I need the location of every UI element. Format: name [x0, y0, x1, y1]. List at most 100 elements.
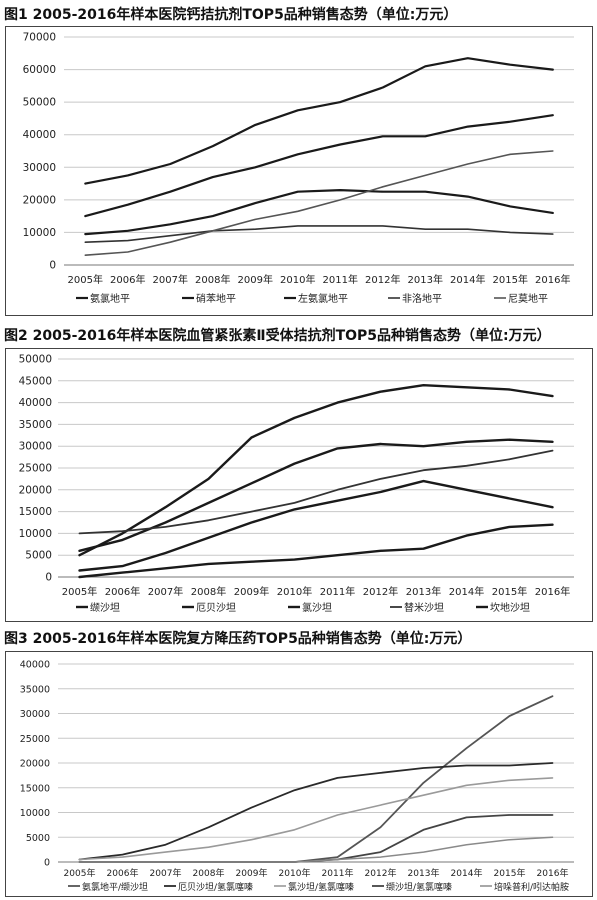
y-tick-label: 40000	[23, 129, 56, 141]
x-tick-label: 2012年	[363, 585, 398, 598]
legend-label: 左氨氯地平	[298, 292, 348, 305]
chart-2-svg: 0 5000 10000 15000 20000 25000 30000 35000 40000…	[19, 354, 574, 614]
legend-label: 非洛地平	[402, 292, 442, 305]
y-tick-label: 25000	[19, 463, 52, 475]
y-tick-label: 0	[45, 572, 52, 584]
x-tick-label: 2014年	[451, 867, 483, 879]
series-line-5	[78, 836, 554, 863]
x-tick-label: 2015年	[493, 273, 528, 286]
x-tick-label: 2016年	[535, 273, 570, 286]
x-tick-label: 2007年	[150, 867, 182, 879]
x-tick-label: 2007年	[148, 585, 183, 598]
y-tick-label: 15000	[20, 783, 50, 794]
y-tick-label: 70000	[23, 32, 56, 44]
legend-label: 尼莫地平	[508, 292, 548, 305]
x-tick-label: 2005年	[68, 273, 103, 286]
x-tick-label: 2012年	[365, 273, 400, 286]
legend-label: 硝苯地平	[196, 292, 236, 305]
x-tick-label: 2011年	[320, 585, 355, 598]
legend-label: 厄贝沙坦/氢氯噻嗪	[178, 881, 253, 893]
x-tick-label: 2010年	[277, 585, 312, 598]
y-tick-label: 35000	[19, 419, 52, 431]
x-tick-label: 2011年	[323, 273, 358, 286]
y-tick-label: 35000	[20, 684, 50, 695]
x-tick-label: 2013年	[408, 273, 443, 286]
series-line-3	[78, 777, 554, 861]
series-line-1	[78, 384, 554, 557]
y-tick-label: 5000	[26, 833, 50, 844]
x-tick-label: 2006年	[105, 585, 140, 598]
x-tick-label: 2010年	[280, 273, 315, 286]
x-tick-label: 2005年	[64, 867, 96, 879]
chart-1-svg: 0 10000 20000 30000 40000 50000 60000 70000 2005…	[23, 32, 574, 305]
series-line-2	[78, 762, 554, 861]
x-tick-label: 2009年	[234, 585, 269, 598]
legend-label: 氯沙坦	[302, 601, 332, 614]
x-tick-label: 2014年	[449, 585, 484, 598]
y-tick-label: 20000	[19, 484, 52, 496]
y-tick-label: 5000	[25, 550, 52, 562]
series-line-5	[78, 523, 554, 579]
x-tick-label: 2012年	[365, 867, 397, 879]
x-tick-label: 2006年	[110, 273, 145, 286]
x-tick-label: 2016年	[535, 585, 570, 598]
y-tick-label: 30000	[20, 709, 50, 720]
x-tick-label: 2010年	[279, 867, 311, 879]
legend-label: 氯沙坦/氢氯噻嗪	[288, 881, 354, 893]
x-tick-label: 2008年	[195, 273, 230, 286]
series-line-4	[84, 225, 554, 243]
legend-label: 缬沙坦/氢氯噻嗪	[386, 881, 452, 893]
x-tick-label: 2008年	[191, 585, 226, 598]
series-line-4	[78, 449, 554, 535]
x-tick-label: 2009年	[238, 273, 273, 286]
series-line-1	[84, 57, 554, 185]
y-tick-label: 30000	[23, 162, 56, 174]
x-tick-label: 2009年	[236, 867, 268, 879]
x-tick-label: 2006年	[107, 867, 139, 879]
legend-label: 氨氯地平	[90, 292, 130, 305]
legend-label: 替米沙坦	[404, 601, 444, 614]
y-tick-label: 50000	[19, 354, 52, 366]
legend-label: 坎地沙坦	[490, 601, 530, 614]
x-tick-label: 2011年	[322, 867, 354, 879]
series-line-5	[84, 150, 554, 256]
series-line-3	[84, 189, 554, 236]
chart-1-frame: 0 10000 20000 30000 40000 50000 60000 70000 2005…	[5, 26, 593, 316]
chart-3-svg: 0 5000 10000 15000 20000 25000 30000 35000 40000…	[20, 660, 574, 893]
y-tick-label: 0	[49, 260, 56, 272]
y-tick-label: 10000	[20, 808, 50, 819]
y-tick-label: 10000	[23, 227, 56, 239]
x-tick-label: 2014年	[450, 273, 485, 286]
x-tick-label: 2016年	[537, 867, 569, 879]
y-tick-label: 40000	[19, 397, 52, 409]
y-tick-label: 40000	[20, 660, 50, 671]
y-tick-label: 45000	[19, 375, 52, 387]
y-tick-label: 20000	[20, 759, 50, 770]
x-tick-label: 2015年	[494, 867, 526, 879]
y-tick-label: 10000	[19, 528, 52, 540]
y-tick-label: 60000	[23, 64, 56, 76]
legend-label: 厄贝沙坦	[196, 601, 236, 614]
legend-label: 缬沙坦	[90, 601, 120, 614]
chart-2-title: 图2 2005-2016年样本医院血管紧张素Ⅱ受体拮抗剂TOP5品种销售态势（单…	[4, 328, 551, 344]
chart-3-frame: 0 5000 10000 15000 20000 25000 30000 35000 40000…	[5, 651, 593, 897]
y-tick-label: 50000	[23, 97, 56, 109]
x-tick-label: 2013年	[406, 585, 441, 598]
chart-2-frame: 0 5000 10000 15000 20000 25000 30000 35000 40000…	[5, 348, 593, 622]
y-tick-label: 15000	[19, 506, 52, 518]
series-line-2	[78, 438, 554, 553]
x-tick-label: 2015年	[492, 585, 527, 598]
x-tick-label: 2008年	[193, 867, 225, 879]
x-tick-label: 2007年	[153, 273, 188, 286]
chart-1-title: 图1 2005-2016年样本医院钙拮抗剂TOP5品种销售态势（单位:万元）	[4, 7, 458, 23]
chart-3-title: 图3 2005-2016年样本医院复方降压药TOP5品种销售态势（单位:万元）	[4, 631, 472, 647]
y-tick-label: 30000	[19, 441, 52, 453]
y-tick-label: 25000	[20, 734, 50, 745]
series-line-3	[78, 479, 554, 572]
x-tick-label: 2005年	[62, 585, 97, 598]
series-line-2	[84, 114, 554, 218]
legend-label: 氨氯地平/缬沙坦	[82, 881, 148, 893]
x-tick-label: 2013年	[408, 867, 440, 879]
legend-label: 培哚普利/吲达帕胺	[494, 881, 569, 893]
y-tick-label: 0	[44, 858, 50, 869]
